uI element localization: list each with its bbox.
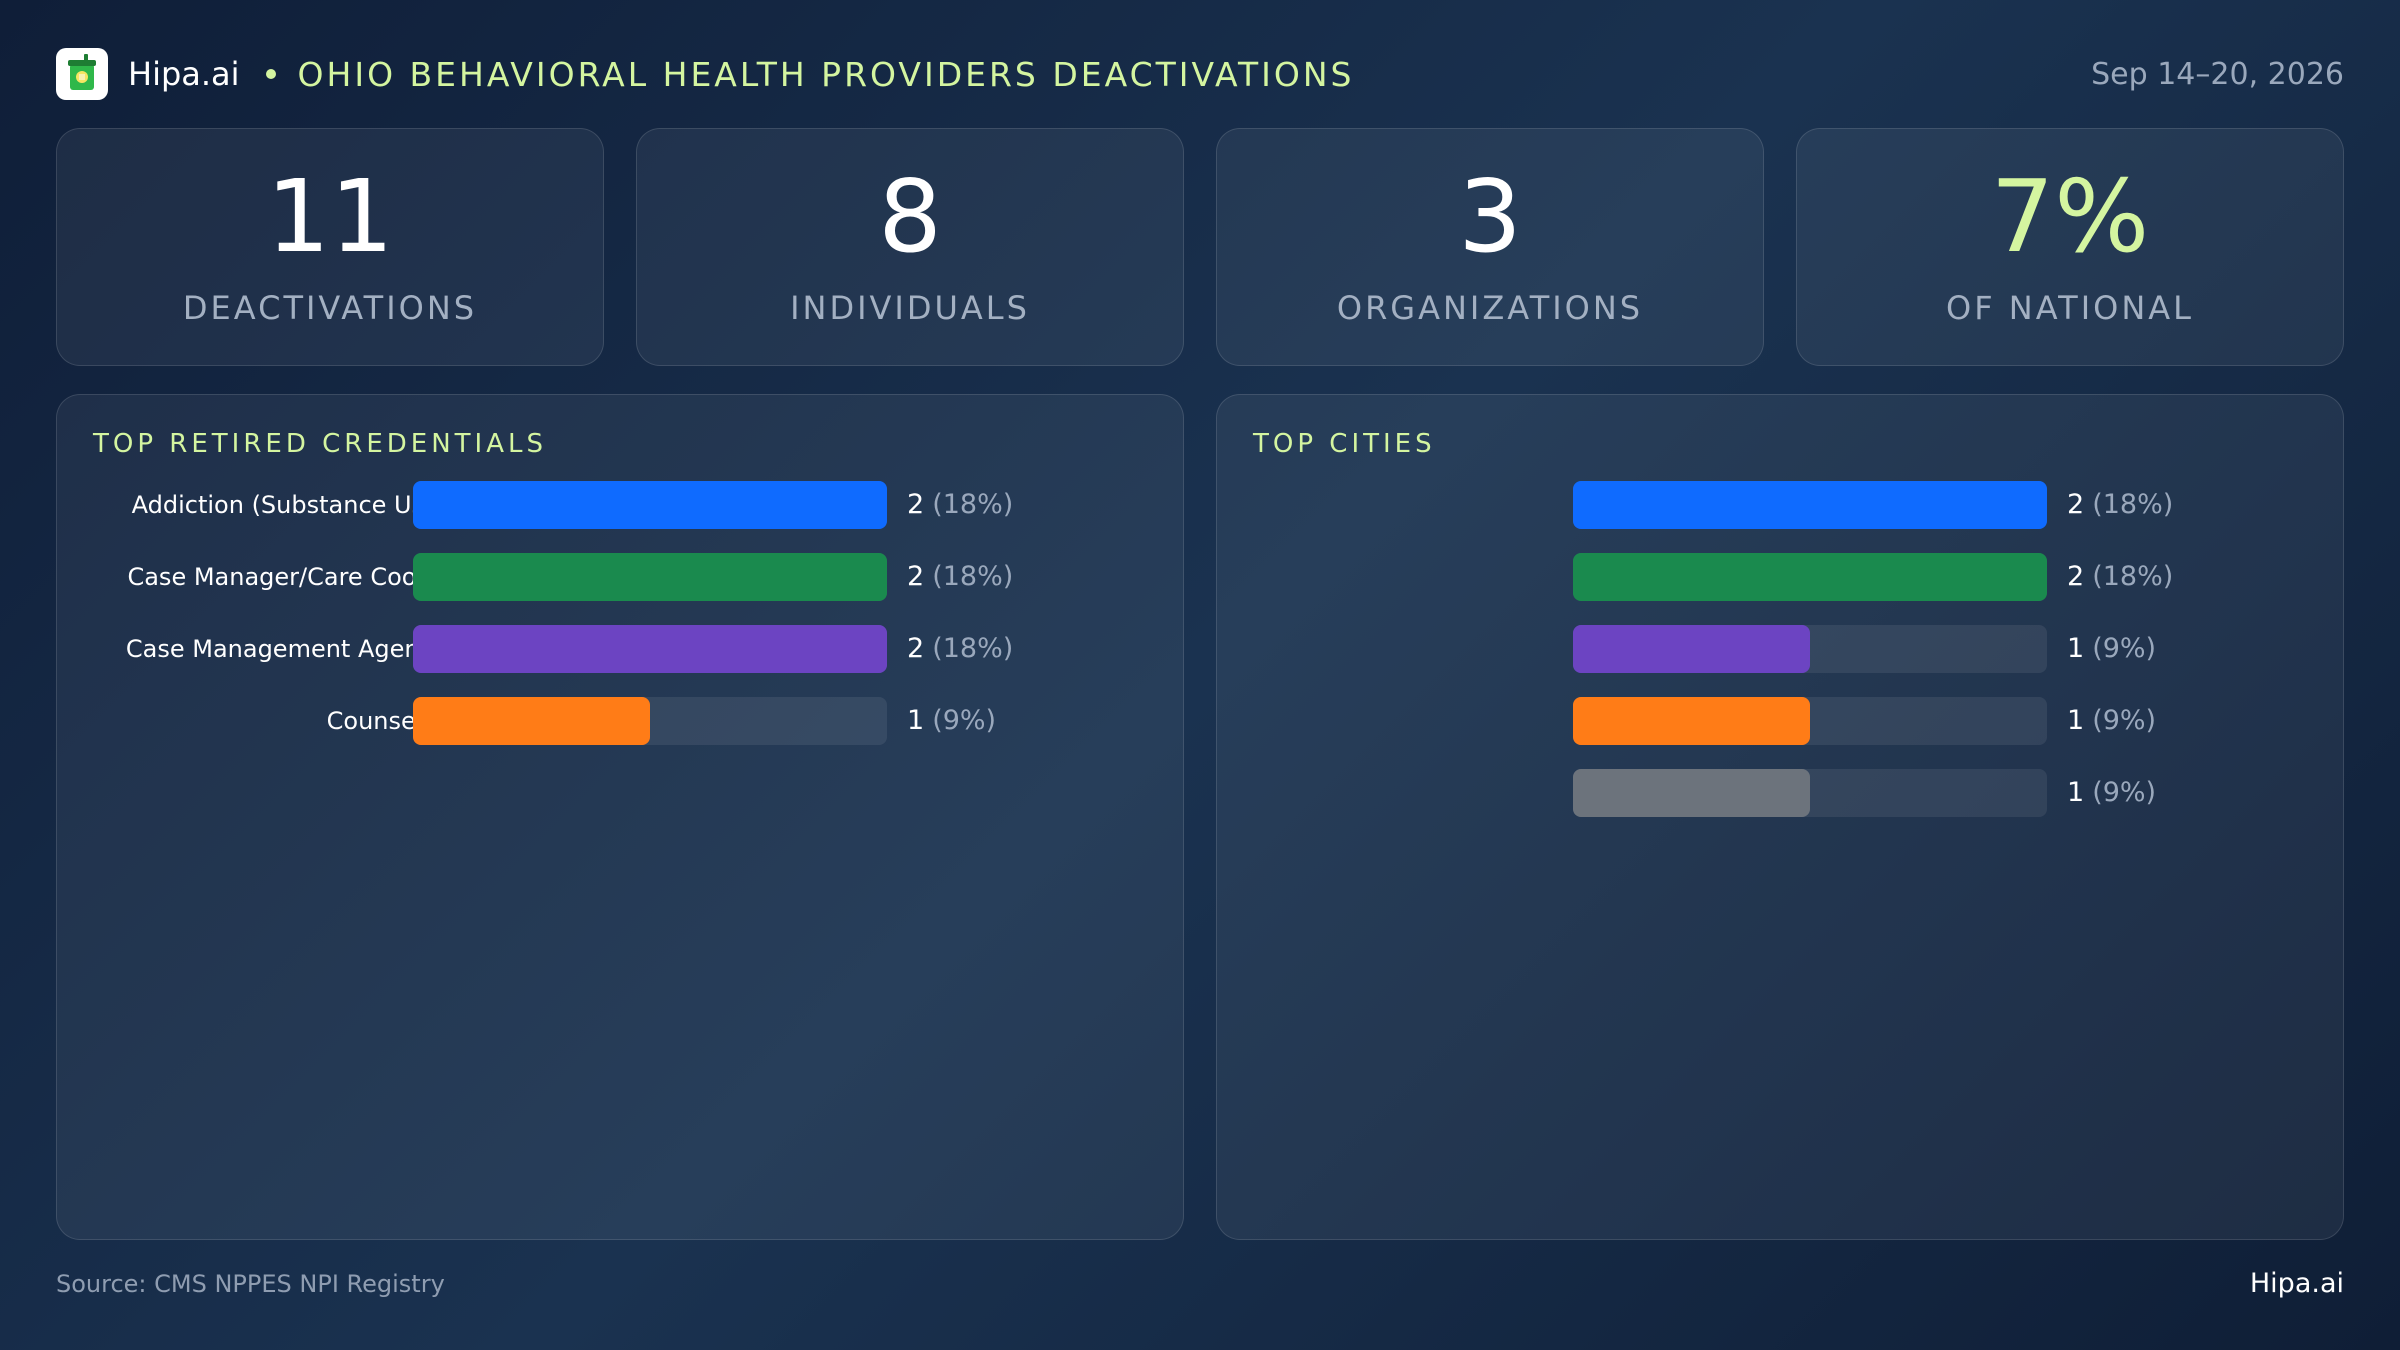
bar-value-label: 1 (9%) <box>2067 697 2156 745</box>
header: Hipa.ai OHIO BEHAVIORAL HEALTH PROVIDERS… <box>56 46 2344 102</box>
bar-label: Case Manager/Care Coor... <box>127 563 447 591</box>
bar-track <box>1573 553 2047 601</box>
kpi-row: 11 DEACTIVATIONS 8 INDIVIDUALS 3 ORGANIZ… <box>56 128 2344 366</box>
bar-percent: (18%) <box>932 633 1014 664</box>
bar-percent: (9%) <box>2092 633 2157 664</box>
bar-percent: (18%) <box>932 489 1014 520</box>
bar <box>1573 481 2047 529</box>
bar-value: 2 <box>907 561 925 592</box>
bar-value-label: 1 (9%) <box>907 697 996 745</box>
bar-track <box>413 481 887 529</box>
cities-bar-chart: NEWARK2(18%) CAMBRIDGE2(18%) KENT1(9%) TOLE… <box>1217 481 2343 841</box>
bar-value: 2 <box>907 489 925 520</box>
bar <box>1573 769 1810 817</box>
kpi-value: 11 <box>266 158 394 275</box>
brand-name: Hipa.ai <box>128 55 240 93</box>
bar-row: Case Management Agency 2 (18%) <box>57 625 1183 673</box>
bar-value-label: 2 (18%) <box>2067 481 2173 529</box>
bar-percent: (18%) <box>2092 561 2174 592</box>
bar-value: 1 <box>2067 777 2085 808</box>
kpi-label: DEACTIVATIONS <box>182 289 478 327</box>
kpi-card-of-national: 7% OF NATIONAL <box>1796 128 2344 366</box>
bar-percent: (18%) <box>2092 489 2174 520</box>
bar-value-label: 1 (9%) <box>2067 769 2156 817</box>
credentials-panel: TOP RETIRED CREDENTIALS Addiction (Subst… <box>56 394 1184 1240</box>
bar-row: KENT1(9%) <box>1217 625 2343 673</box>
bar-track <box>413 697 887 745</box>
green-cup-icon <box>56 48 108 100</box>
bar-value: 1 <box>2067 633 2085 664</box>
bar-row: CAMBRIDGE2(18%) <box>1217 553 2343 601</box>
bar-value-label: 1 (9%) <box>2067 625 2156 673</box>
bar-track <box>413 553 887 601</box>
bar-percent: (9%) <box>2092 705 2157 736</box>
bar-value: 2 <box>2067 489 2085 520</box>
bar-value: 1 <box>907 705 925 736</box>
bar-track <box>413 625 887 673</box>
kpi-value: 7% <box>1990 158 2150 275</box>
bar-row: Counselor 1 (9%) <box>57 697 1183 745</box>
bar-value-label: 2 (18%) <box>2067 553 2173 601</box>
bar-value-label: 2 (18%) <box>907 553 1013 601</box>
kpi-value: 8 <box>878 158 942 275</box>
bar <box>1573 697 1810 745</box>
bar-value: 1 <box>2067 705 2085 736</box>
kpi-card-deactivations: 11 DEACTIVATIONS <box>56 128 604 366</box>
bar-row: Addiction (Substance Us... 2 (18%) <box>57 481 1183 529</box>
bar-value-label: 2 (18%) <box>907 481 1013 529</box>
footer-brand: Hipa.ai <box>2249 1268 2344 1299</box>
bar-percent: (9%) <box>2092 777 2157 808</box>
cities-panel: TOP CITIES NEWARK2(18%) CAMBRIDGE2(18%) KE… <box>1216 394 2344 1240</box>
bar <box>413 625 887 673</box>
source-note: Source: CMS NPPES NPI Registry <box>56 1270 445 1298</box>
bar-track <box>1573 769 2047 817</box>
kpi-label: INDIVIDUALS <box>790 289 1030 327</box>
bar-percent: (9%) <box>932 705 997 736</box>
kpi-label: OF NATIONAL <box>1946 289 2194 327</box>
bar-row: MORROW1(9%) <box>1217 769 2343 817</box>
bar-value: 2 <box>907 633 925 664</box>
kpi-card-individuals: 8 INDIVIDUALS <box>636 128 1184 366</box>
bar-row: TOLEDO1(9%) <box>1217 697 2343 745</box>
kpi-value: 3 <box>1458 158 1522 275</box>
bar-track <box>1573 697 2047 745</box>
credentials-bar-chart: Addiction (Substance Us... 2 (18%) Case Man… <box>57 481 1183 769</box>
bar-track <box>1573 625 2047 673</box>
bar-track <box>1573 481 2047 529</box>
bar <box>413 553 887 601</box>
bar-row: Case Manager/Care Coor... 2 (18%) <box>57 553 1183 601</box>
date-range: Sep 14–20, 2026 <box>2091 56 2344 92</box>
bar-value: 2 <box>2067 561 2085 592</box>
separator-dot <box>265 69 276 79</box>
bar-label: Counselor <box>326 707 447 735</box>
panel-title: TOP CITIES <box>1253 429 1436 459</box>
bar-label: Addiction (Substance Us... <box>131 491 447 519</box>
bar <box>413 697 650 745</box>
page-title: OHIO BEHAVIORAL HEALTH PROVIDERS DEACTIV… <box>297 54 1355 94</box>
bar-row: NEWARK2(18%) <box>1217 481 2343 529</box>
bar <box>1573 553 2047 601</box>
bar-percent: (18%) <box>932 561 1014 592</box>
kpi-label: ORGANIZATIONS <box>1336 289 1644 327</box>
bar-value-label: 2 (18%) <box>907 625 1013 673</box>
bar <box>413 481 887 529</box>
bar <box>1573 625 1810 673</box>
bar-label: Case Management Agency <box>125 635 447 663</box>
panel-title: TOP RETIRED CREDENTIALS <box>93 429 547 459</box>
kpi-card-organizations: 3 ORGANIZATIONS <box>1216 128 1764 366</box>
